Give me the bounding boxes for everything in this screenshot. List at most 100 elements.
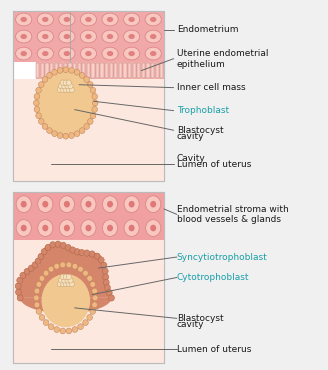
Ellipse shape: [59, 220, 74, 236]
Bar: [96, 63, 99, 78]
Ellipse shape: [17, 277, 23, 283]
Ellipse shape: [37, 30, 53, 43]
Ellipse shape: [124, 196, 139, 212]
Ellipse shape: [102, 47, 118, 60]
Ellipse shape: [68, 278, 73, 283]
Text: Cytotrophoblast: Cytotrophoblast: [177, 273, 249, 282]
Ellipse shape: [45, 244, 51, 250]
Ellipse shape: [102, 268, 108, 274]
Ellipse shape: [54, 327, 59, 332]
Ellipse shape: [90, 113, 96, 119]
Ellipse shape: [66, 87, 72, 92]
Bar: [41, 63, 44, 78]
Ellipse shape: [92, 107, 97, 112]
Ellipse shape: [65, 245, 71, 251]
Ellipse shape: [90, 309, 95, 314]
Ellipse shape: [150, 51, 156, 56]
Ellipse shape: [65, 83, 70, 89]
Ellipse shape: [69, 133, 74, 138]
Ellipse shape: [85, 225, 92, 231]
Ellipse shape: [42, 77, 48, 83]
Ellipse shape: [150, 201, 156, 208]
Ellipse shape: [36, 309, 42, 314]
Ellipse shape: [124, 220, 139, 236]
Ellipse shape: [66, 80, 72, 85]
Ellipse shape: [64, 201, 70, 208]
Ellipse shape: [74, 69, 80, 75]
Ellipse shape: [36, 113, 41, 119]
Ellipse shape: [60, 87, 65, 92]
Bar: [64, 63, 67, 78]
Ellipse shape: [89, 251, 95, 257]
Ellipse shape: [47, 128, 52, 134]
Text: Lumen of uterus: Lumen of uterus: [177, 344, 251, 354]
Ellipse shape: [85, 201, 92, 208]
Ellipse shape: [60, 80, 65, 85]
Ellipse shape: [57, 67, 63, 73]
Ellipse shape: [69, 67, 74, 73]
Ellipse shape: [59, 30, 75, 43]
Ellipse shape: [34, 94, 40, 100]
Polygon shape: [17, 245, 112, 313]
Ellipse shape: [107, 201, 113, 208]
Ellipse shape: [62, 278, 67, 283]
Ellipse shape: [145, 30, 161, 43]
Ellipse shape: [129, 201, 135, 208]
Ellipse shape: [20, 17, 27, 22]
Ellipse shape: [146, 220, 161, 236]
Ellipse shape: [84, 77, 90, 83]
Bar: [13, 192, 164, 240]
Ellipse shape: [34, 302, 40, 308]
Ellipse shape: [63, 80, 68, 85]
Ellipse shape: [63, 87, 68, 92]
Ellipse shape: [102, 30, 118, 43]
Ellipse shape: [42, 34, 49, 39]
Bar: [73, 63, 76, 78]
Ellipse shape: [104, 285, 110, 291]
Ellipse shape: [128, 34, 135, 39]
Ellipse shape: [41, 249, 47, 255]
Ellipse shape: [78, 266, 83, 272]
Ellipse shape: [72, 327, 78, 332]
Ellipse shape: [59, 47, 75, 60]
Ellipse shape: [16, 30, 32, 43]
Ellipse shape: [57, 281, 62, 287]
Ellipse shape: [60, 328, 66, 334]
Ellipse shape: [16, 47, 32, 60]
Ellipse shape: [79, 128, 85, 134]
Ellipse shape: [64, 225, 70, 231]
Ellipse shape: [85, 51, 92, 56]
Ellipse shape: [80, 30, 96, 43]
Ellipse shape: [88, 118, 93, 124]
Ellipse shape: [33, 295, 39, 301]
Ellipse shape: [16, 196, 31, 212]
Ellipse shape: [92, 288, 97, 294]
Text: Uterine endometrial
epithelium: Uterine endometrial epithelium: [177, 49, 268, 68]
Text: Blastocyst: Blastocyst: [177, 314, 223, 323]
Bar: [13, 11, 164, 181]
Ellipse shape: [63, 67, 69, 73]
Ellipse shape: [102, 196, 118, 212]
Bar: [160, 63, 163, 78]
Ellipse shape: [39, 314, 45, 320]
Bar: [13, 11, 164, 181]
Ellipse shape: [106, 289, 112, 296]
Ellipse shape: [42, 17, 49, 22]
Ellipse shape: [124, 30, 140, 43]
Ellipse shape: [20, 51, 27, 56]
Bar: [59, 63, 62, 78]
Ellipse shape: [69, 87, 74, 92]
Ellipse shape: [124, 13, 140, 26]
Ellipse shape: [43, 270, 49, 276]
Ellipse shape: [48, 324, 54, 330]
Ellipse shape: [107, 225, 113, 231]
Bar: [110, 63, 113, 78]
Ellipse shape: [63, 274, 68, 280]
Ellipse shape: [34, 107, 40, 112]
Ellipse shape: [64, 51, 70, 56]
Ellipse shape: [83, 320, 88, 326]
Ellipse shape: [92, 295, 98, 301]
Ellipse shape: [87, 314, 92, 320]
Ellipse shape: [88, 82, 93, 87]
Ellipse shape: [70, 247, 76, 253]
